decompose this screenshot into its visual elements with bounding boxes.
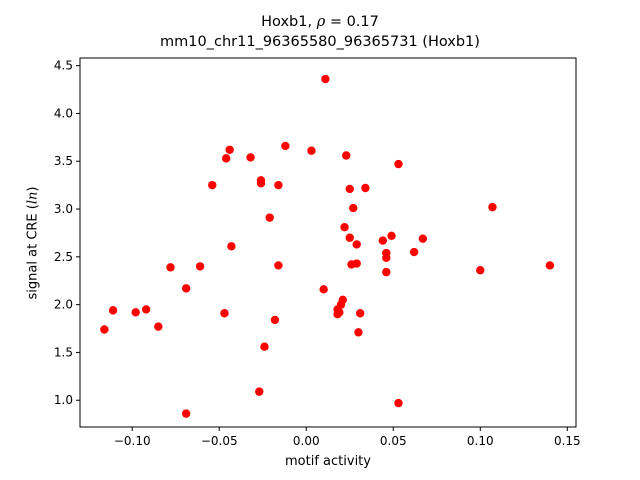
data-point xyxy=(345,233,354,242)
y-tick-label: 3.5 xyxy=(54,154,73,168)
data-point xyxy=(352,240,361,249)
data-point xyxy=(270,315,280,325)
data-point xyxy=(352,259,361,268)
data-point xyxy=(387,231,396,241)
points-layer xyxy=(100,74,555,418)
x-tick-label: 0.05 xyxy=(380,434,407,448)
plot-frame xyxy=(79,57,577,428)
data-point xyxy=(166,263,175,272)
data-point xyxy=(181,409,191,418)
x-tick-label: 0.10 xyxy=(467,434,494,448)
chart-title: Hoxb1, ρ = 0.17 xyxy=(0,14,640,30)
data-point xyxy=(181,284,191,293)
data-point xyxy=(131,308,140,317)
data-point xyxy=(154,322,163,331)
data-point xyxy=(382,267,391,277)
x-tick-label: 0.00 xyxy=(293,434,320,448)
data-point xyxy=(141,305,151,314)
data-point xyxy=(545,261,555,270)
data-point xyxy=(307,146,316,155)
data-point xyxy=(246,153,255,162)
title-rho-value: = 0.17 xyxy=(325,14,379,30)
data-point xyxy=(394,398,403,408)
x-tick-label: −0.05 xyxy=(201,434,238,448)
data-point xyxy=(260,342,269,351)
data-point xyxy=(108,306,118,315)
data-point xyxy=(220,309,229,318)
data-point xyxy=(361,183,370,193)
data-point xyxy=(321,74,330,84)
data-point xyxy=(208,180,217,190)
title-rho-symbol: ρ xyxy=(316,14,326,30)
data-point xyxy=(354,328,363,337)
data-point xyxy=(256,179,266,188)
x-tick-label: 0.15 xyxy=(554,434,581,448)
data-point xyxy=(409,247,419,257)
data-point xyxy=(221,154,231,163)
data-point xyxy=(281,141,290,151)
data-point xyxy=(100,325,109,334)
y-axis-label: signal at CRE (ln) xyxy=(26,187,41,300)
y-axis-ticks: 1.0 1.5 2.0 2.5 3.0 3.5 4.0 4.5 xyxy=(54,59,80,407)
y-tick-label: 3.0 xyxy=(54,202,73,216)
data-point xyxy=(195,262,205,271)
data-point xyxy=(265,213,274,222)
data-point xyxy=(335,308,344,317)
x-axis-ticks: −0.10 −0.05 0.00 0.05 0.10 0.15 xyxy=(114,427,581,448)
data-point xyxy=(342,151,351,160)
y-tick-label: 2.0 xyxy=(54,298,73,312)
data-point xyxy=(274,261,283,270)
data-point xyxy=(355,309,365,318)
data-point xyxy=(319,285,328,294)
y-axis-label-suffix: ) xyxy=(25,186,41,192)
y-tick-label: 1.0 xyxy=(54,393,73,407)
y-tick-label: 4.5 xyxy=(54,59,73,73)
data-point xyxy=(382,253,391,262)
y-tick-label: 1.5 xyxy=(54,345,73,359)
data-point xyxy=(378,236,388,245)
data-point xyxy=(349,203,358,213)
data-point xyxy=(255,387,264,396)
data-point xyxy=(394,159,403,169)
y-tick-label: 4.0 xyxy=(54,106,73,120)
data-point xyxy=(338,295,347,305)
chart-subtitle: mm10_chr11_96365580_96365731 (Hoxb1) xyxy=(160,34,480,50)
data-point xyxy=(345,184,354,194)
x-tick-label: −0.10 xyxy=(114,434,151,448)
y-axis-label-ln: ln xyxy=(25,191,41,205)
y-axis-label-prefix: signal at CRE ( xyxy=(25,204,41,300)
y-tick-label: 2.5 xyxy=(54,250,73,264)
data-point xyxy=(227,242,236,251)
title-gene: Hoxb1, xyxy=(261,14,317,30)
data-point xyxy=(476,266,485,275)
data-point xyxy=(225,145,234,154)
data-point xyxy=(274,180,283,190)
data-point xyxy=(340,223,349,232)
data-point xyxy=(488,202,497,212)
data-point xyxy=(418,234,428,243)
x-axis-label: motif activity xyxy=(285,454,371,469)
